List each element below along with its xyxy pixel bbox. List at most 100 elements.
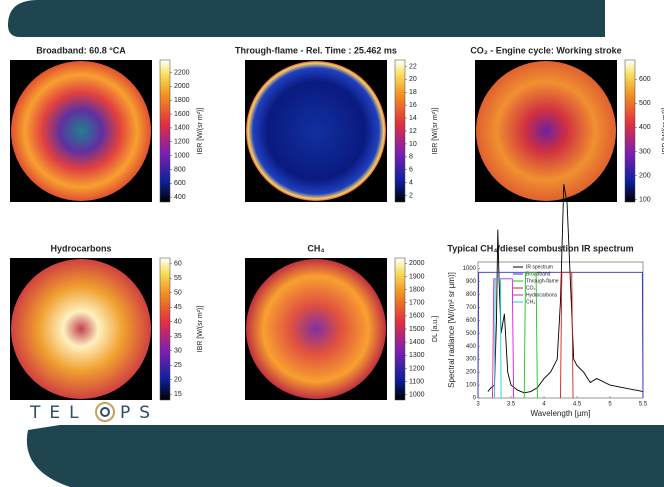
colorbar-label: IBR [W/(sr m²)] bbox=[432, 108, 439, 155]
colorbar-tick-label: 25 bbox=[174, 362, 182, 369]
colorbar-tick-label: 1600 bbox=[174, 111, 190, 118]
x-tick-label: 3.5 bbox=[507, 402, 516, 408]
y-axis-label: Spectral radiance [W/(m² sr µm)] bbox=[447, 272, 456, 388]
series-line bbox=[492, 278, 515, 399]
y-tick-label: 300 bbox=[466, 357, 477, 363]
colorbar-tick-label: 1100 bbox=[409, 378, 424, 385]
logo-mark bbox=[100, 407, 110, 417]
y-tick-label: 200 bbox=[466, 370, 477, 376]
colorbar-tick-label: 6 bbox=[409, 167, 413, 174]
colorbar-tick-label: 1500 bbox=[409, 326, 425, 333]
colorbar-tick-label: 60 bbox=[174, 261, 182, 268]
colorbar-tick-label: 400 bbox=[639, 124, 651, 131]
colorbar-tick-label: 2000 bbox=[409, 260, 425, 267]
y-tick-label: 600 bbox=[466, 318, 477, 324]
colorbar-label: IBR [W/(sr m²)] bbox=[197, 108, 204, 155]
panel-title: Broadband: 60.8 °CA bbox=[36, 45, 126, 55]
colorbar-tick-label: 1000 bbox=[174, 152, 190, 159]
x-tick-label: 4 bbox=[542, 402, 546, 408]
colorbar-tick-label: 8 bbox=[409, 154, 413, 161]
colorbar-label: DL [a.u.] bbox=[432, 316, 439, 342]
colorbar-tick-label: 2200 bbox=[174, 69, 190, 76]
colorbar-tick-label: 50 bbox=[174, 290, 182, 297]
colorbar-tick-label: 4 bbox=[409, 179, 413, 186]
legend-label: IR spectrum bbox=[526, 264, 553, 270]
logo-text: PS bbox=[120, 403, 159, 423]
colorbar-tick-label: 16 bbox=[409, 102, 417, 109]
heatmap-image bbox=[11, 259, 151, 399]
legend-label: Hydrocarbons bbox=[526, 292, 558, 298]
heatmap-image bbox=[246, 61, 386, 201]
y-tick-label: 800 bbox=[466, 292, 477, 298]
logo-text: TEL bbox=[29, 403, 88, 423]
legend-label: Through-flame bbox=[526, 278, 559, 284]
colorbar-tick-label: 30 bbox=[174, 348, 182, 355]
legend-label: CO₂ bbox=[526, 285, 536, 291]
y-tick-label: 0 bbox=[473, 396, 477, 402]
y-tick-label: 1000 bbox=[463, 266, 477, 272]
series-line bbox=[494, 278, 502, 399]
y-tick-label: 700 bbox=[466, 305, 477, 311]
colorbar-tick-label: 20 bbox=[409, 76, 417, 83]
header-band bbox=[8, 0, 605, 37]
colorbar-tick-label: 18 bbox=[409, 89, 417, 96]
series-line bbox=[477, 271, 644, 399]
panel-title: CH₄ bbox=[307, 243, 324, 253]
colorbar bbox=[159, 59, 171, 203]
colorbar-tick-label: 14 bbox=[409, 115, 417, 122]
colorbar-tick-label: 1400 bbox=[174, 125, 190, 132]
heatmap-image bbox=[246, 259, 386, 399]
series-line bbox=[523, 271, 538, 399]
colorbar-tick-label: 1600 bbox=[409, 313, 425, 320]
panel-title: CO₂ - Engine cycle: Working stroke bbox=[470, 45, 621, 55]
colorbar-tick-label: 10 bbox=[409, 141, 417, 148]
colorbar bbox=[394, 59, 406, 203]
colorbar-tick-label: 1200 bbox=[409, 365, 425, 372]
colorbar-tick-label: 500 bbox=[639, 100, 651, 107]
colorbar-label: IBR [W/(sr m²)] bbox=[662, 108, 664, 155]
colorbar-tick-label: 100 bbox=[639, 196, 651, 203]
legend-label: Broadband bbox=[526, 271, 551, 277]
colorbar-tick-label: 40 bbox=[174, 319, 182, 326]
colorbar-tick-label: 2 bbox=[409, 192, 413, 199]
colorbar-tick-label: 1300 bbox=[409, 352, 425, 359]
x-tick-label: 5.5 bbox=[639, 402, 648, 408]
x-tick-label: 3 bbox=[476, 402, 480, 408]
colorbar bbox=[394, 257, 406, 401]
colorbar-tick-label: 600 bbox=[639, 76, 651, 83]
colorbar-tick-label: 15 bbox=[174, 391, 182, 398]
logo-mark bbox=[95, 402, 115, 422]
colorbar-tick-label: 35 bbox=[174, 333, 182, 340]
x-axis-label: Wavelength [µm] bbox=[531, 409, 591, 418]
colorbar-tick-label: 600 bbox=[174, 180, 186, 187]
colorbar bbox=[159, 257, 171, 401]
footer-band bbox=[26, 425, 664, 487]
colorbar-tick-label: 1800 bbox=[174, 97, 190, 104]
colorbar-tick-label: 800 bbox=[174, 166, 186, 173]
x-tick-label: 5 bbox=[608, 402, 612, 408]
series-line bbox=[560, 271, 574, 399]
colorbar-tick-label: 22 bbox=[409, 63, 417, 70]
colorbar bbox=[624, 59, 636, 203]
colorbar-tick-label: 1400 bbox=[409, 339, 425, 346]
panel-title: Through-flame - Rel. Time : 25.462 ms bbox=[235, 45, 397, 55]
colorbar-tick-label: 300 bbox=[639, 148, 651, 155]
heatmap-image bbox=[476, 61, 616, 201]
legend-label: CH₄ bbox=[526, 299, 535, 305]
colorbar-tick-label: 1800 bbox=[409, 286, 425, 293]
y-tick-label: 900 bbox=[466, 279, 477, 285]
colorbar-tick-label: 20 bbox=[174, 377, 182, 384]
colorbar-tick-label: 1900 bbox=[409, 273, 425, 280]
y-tick-label: 400 bbox=[466, 344, 477, 350]
x-tick-label: 4.5 bbox=[573, 402, 582, 408]
y-tick-label: 100 bbox=[466, 383, 477, 389]
colorbar-tick-label: 55 bbox=[174, 275, 182, 282]
colorbar-tick-label: 400 bbox=[174, 194, 186, 201]
colorbar-tick-label: 45 bbox=[174, 304, 182, 311]
colorbar-tick-label: 1200 bbox=[174, 139, 190, 146]
colorbar-tick-label: 1000 bbox=[409, 392, 425, 399]
heatmap-image bbox=[11, 61, 151, 201]
colorbar-label: IBR [W/(sr m²)] bbox=[197, 306, 204, 353]
colorbar-tick-label: 2000 bbox=[174, 83, 190, 90]
